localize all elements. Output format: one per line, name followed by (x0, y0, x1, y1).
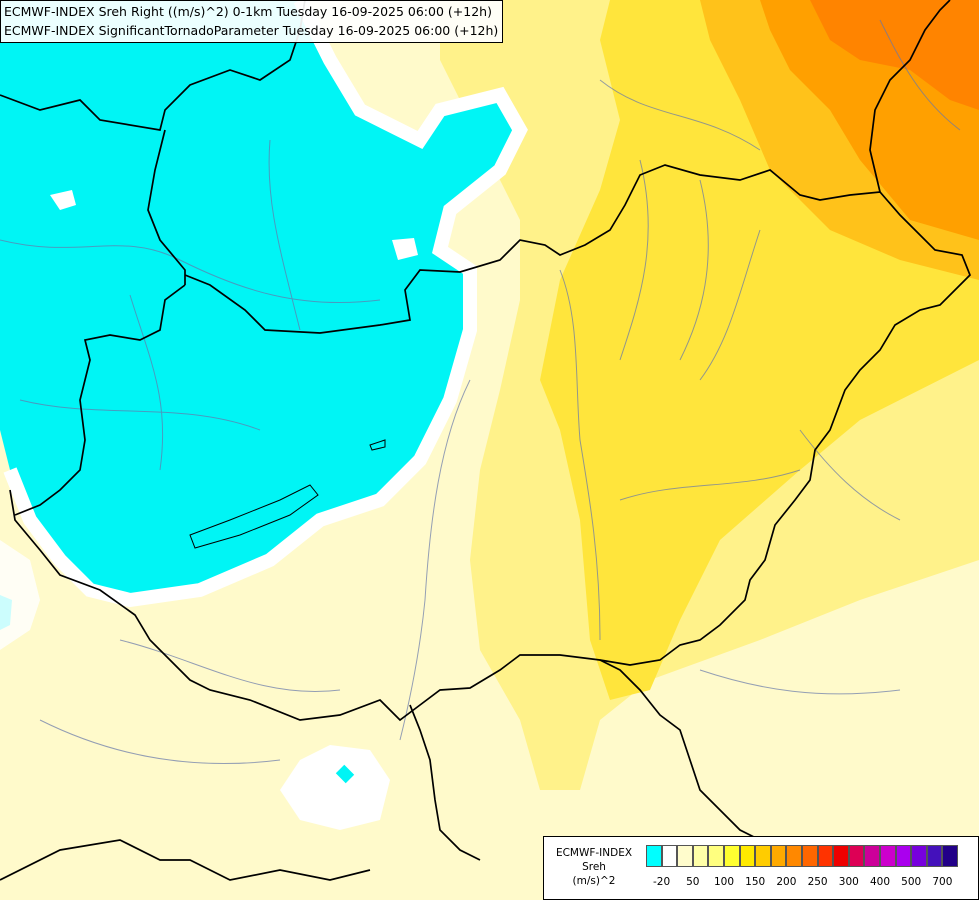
legend-tick-label: 50 (686, 876, 700, 888)
legend-title-line-1: ECMWF-INDEX (555, 847, 633, 859)
country-borders (0, 0, 971, 881)
legend-tick-label: 500 (901, 876, 922, 888)
color-legend: ECMWF-INDEX Sreh (m/s)^2 -20 50 100 150 200 2… (543, 836, 979, 900)
field-white-sw (0, 540, 40, 650)
map-title-line-2: ECMWF-INDEX SignificantTornadoParameter … (4, 23, 499, 38)
field-white-halo (3, 0, 528, 608)
border-south (599, 659, 761, 841)
field-red-orange (810, 0, 979, 110)
field-cyan-region (0, 0, 520, 600)
map-title-line-1: ECMWF-INDEX Sreh Right ((m/s)^2) 0-1km T… (4, 4, 492, 19)
border-central-north (9, 164, 971, 722)
map-title-box: ECMWF-INDEX Sreh Right ((m/s)^2) 0-1km T… (0, 0, 504, 43)
legend-color-box (692, 845, 709, 867)
legend-color-box (708, 845, 724, 867)
legend-color-box (926, 845, 943, 867)
border-southwest-low (0, 839, 371, 881)
legend-tick-label: 400 (869, 876, 891, 888)
legend-color-scale (646, 845, 958, 867)
legend-color-box (661, 845, 678, 867)
legend-tick-label: 700 (932, 876, 953, 888)
field-white-patch (280, 745, 390, 830)
legend-color-box (911, 845, 927, 867)
legend-tick-label: 150 (745, 876, 766, 888)
legend-color-box (677, 845, 693, 867)
legend-tick-label: 200 (776, 876, 797, 888)
legend-color-box (942, 845, 958, 867)
border-inner-west (147, 129, 186, 285)
lake-balaton (189, 484, 319, 549)
legend-color-box (895, 845, 912, 867)
legend-tick-label: 250 (807, 876, 828, 888)
border-south-west (409, 704, 481, 861)
field-white-spot (50, 190, 76, 210)
rivers (0, 19, 961, 765)
legend-tick-label: 300 (838, 876, 859, 888)
legend-color-box (848, 845, 865, 867)
legend-color-box (864, 845, 880, 867)
border-ne (869, 0, 951, 193)
border-west-loop (14, 284, 186, 516)
legend-tick-label: 100 (713, 876, 735, 888)
legend-tick-label: -20 (653, 876, 671, 888)
legend-color-box (723, 845, 740, 867)
legend-color-box (739, 845, 756, 867)
legend-color-box (817, 845, 834, 867)
legend-title: ECMWF-INDEX Sreh (m/s)^2 (544, 846, 644, 888)
legend-title-line-3: (m/s)^2 (572, 875, 616, 887)
legend-color-box (646, 845, 662, 867)
border-north (0, 0, 306, 131)
legend-color-box (801, 845, 818, 867)
legend-color-box (786, 845, 802, 867)
field-cyan-spot (335, 764, 355, 784)
legend-color-box (833, 845, 849, 867)
legend-color-box (755, 845, 771, 867)
field-white-spot-2 (392, 238, 418, 260)
lake-small (369, 439, 386, 451)
legend-color-box (770, 845, 787, 867)
legend-title-line-2: Sreh (582, 861, 606, 873)
legend-color-box (879, 845, 896, 867)
